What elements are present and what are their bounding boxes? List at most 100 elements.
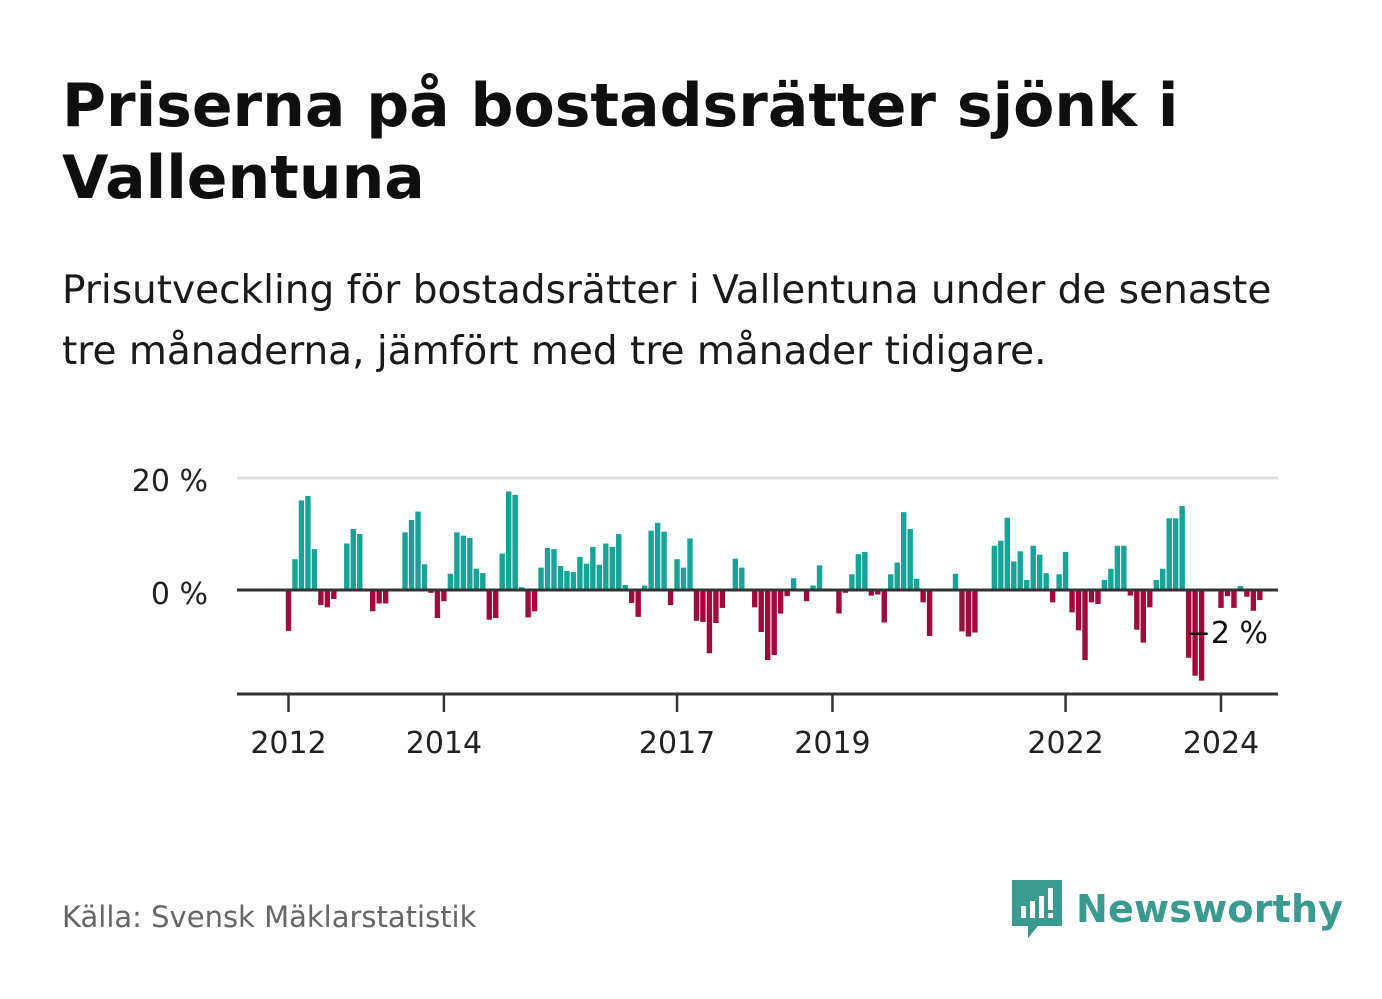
bar <box>454 532 460 590</box>
bar <box>1250 590 1257 611</box>
x-tick-label: 2017 <box>639 726 715 761</box>
bar <box>777 590 784 614</box>
bar <box>998 540 1004 590</box>
bars-group <box>285 491 1263 681</box>
bar <box>1198 590 1205 681</box>
y-tick-label-20: 20 % <box>132 464 208 499</box>
bar <box>499 553 505 590</box>
bar <box>881 590 887 623</box>
bar <box>959 590 965 632</box>
bar <box>1166 518 1172 590</box>
bar <box>1224 590 1231 597</box>
bar <box>1024 579 1030 590</box>
bar <box>661 531 667 590</box>
bar <box>1237 586 1244 590</box>
bar <box>894 562 900 590</box>
bar <box>1185 590 1192 658</box>
bar <box>1231 590 1237 608</box>
bar <box>292 559 298 590</box>
x-tick-label: 2024 <box>1183 726 1259 761</box>
x-tick-label: 2019 <box>794 726 870 761</box>
bar <box>1030 545 1036 590</box>
bar <box>862 551 868 590</box>
bar <box>687 538 693 590</box>
bar <box>952 573 959 590</box>
y-tick-label-0: 0 % <box>151 577 208 612</box>
bar <box>1082 590 1088 660</box>
bar <box>473 568 479 590</box>
bar <box>1134 590 1140 630</box>
bar <box>1004 517 1010 590</box>
bar <box>596 564 603 590</box>
bar <box>382 590 389 604</box>
bar <box>480 573 486 590</box>
last-value-annotation: −2 % <box>1186 616 1268 651</box>
bar <box>913 578 920 590</box>
bar <box>357 534 363 590</box>
bar <box>583 563 590 590</box>
bar <box>376 590 382 604</box>
bar <box>855 554 862 590</box>
bar <box>810 585 816 590</box>
bar <box>1049 590 1056 603</box>
bar <box>318 590 324 606</box>
bar <box>447 573 454 590</box>
bar <box>441 590 447 602</box>
bar <box>752 590 758 608</box>
bar <box>1043 573 1049 590</box>
bar <box>693 590 700 621</box>
chart-title: Priserna på bostadsrätter sjönk i Vallen… <box>62 71 1179 213</box>
bar <box>758 590 764 632</box>
bar <box>577 556 583 590</box>
bar <box>1075 590 1082 631</box>
bar <box>551 549 557 590</box>
bar <box>1017 551 1023 590</box>
bar <box>603 543 609 590</box>
bar <box>900 512 907 590</box>
bar <box>635 590 641 617</box>
bar <box>609 546 615 590</box>
bar <box>311 549 318 590</box>
bar <box>538 567 544 590</box>
newsworthy-logo-icon <box>1012 880 1062 938</box>
bar <box>557 565 564 590</box>
bar <box>1147 590 1153 608</box>
bar <box>1088 590 1095 603</box>
bar <box>771 590 777 655</box>
bar <box>868 590 875 596</box>
bar <box>1011 561 1017 590</box>
bar <box>836 590 842 614</box>
bar <box>1160 568 1166 590</box>
bar <box>907 528 913 590</box>
bar <box>616 534 622 590</box>
chart-subtitle: Prisutveckling för bostadsrätter i Valle… <box>62 268 1272 374</box>
bar <box>654 522 661 590</box>
bar <box>493 590 499 618</box>
bar <box>1108 568 1114 590</box>
source-note: Källa: Svensk Mäklarstatistik <box>62 900 477 934</box>
bar-chart: 20 % 0 % 2012 2014 2017 2019 2022 2024 −2 % <box>132 464 1278 761</box>
bar <box>1114 545 1121 590</box>
bar <box>1069 590 1075 613</box>
bar <box>920 590 926 603</box>
bar <box>667 590 674 606</box>
bar <box>544 548 551 590</box>
bar <box>1036 554 1043 590</box>
bar <box>790 578 797 590</box>
bar <box>1153 579 1159 590</box>
bar <box>972 590 978 633</box>
bar <box>706 590 713 654</box>
bar <box>713 590 719 624</box>
bar <box>305 495 311 590</box>
bar <box>460 535 467 590</box>
bar <box>350 528 356 590</box>
bar <box>590 546 596 590</box>
bar <box>965 590 972 637</box>
newsworthy-logo: Newsworthy <box>1010 876 1343 942</box>
bar <box>505 491 512 590</box>
bar <box>1062 551 1069 590</box>
x-tick-label: 2022 <box>1027 726 1103 761</box>
bar <box>1056 574 1062 590</box>
bar <box>570 572 577 590</box>
bar <box>298 500 305 590</box>
